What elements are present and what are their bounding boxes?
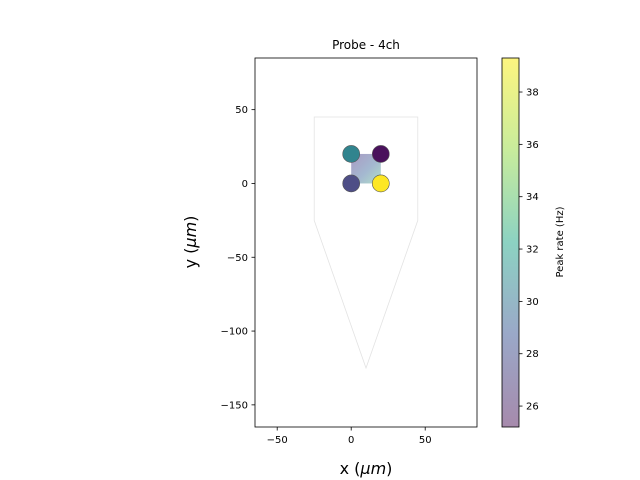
y-tick-label: −100: [221, 327, 248, 338]
colorbar-tick-label: 34: [526, 192, 539, 203]
y-axis-ticks: 50 0 −50 −100 −150: [221, 105, 255, 411]
channel-point: [342, 174, 361, 193]
colorbar-tick-label: 28: [526, 349, 539, 360]
colorbar-tick-label: 32: [526, 245, 539, 256]
channel-points: [342, 145, 390, 193]
channel-point: [342, 145, 361, 163]
chart-title: Probe - 4ch: [332, 38, 400, 52]
colorbar-tick-label: 38: [526, 88, 539, 99]
y-tick-label: 0: [242, 179, 248, 190]
colorbar-tick-label: 26: [526, 402, 539, 413]
y-axis-label: y (μm): [181, 216, 200, 269]
probe-contour: [313, 116, 419, 370]
channel-point: [371, 145, 390, 163]
colorbar-tick-label: 30: [526, 297, 539, 308]
y-tick-label: 50: [235, 105, 248, 116]
plot-frame: [254, 57, 478, 428]
probe-layer: [313, 116, 419, 370]
y-tick-label: −50: [227, 253, 248, 264]
x-axis-ticks: −50 0 50: [267, 427, 432, 446]
colorbar: [501, 57, 520, 428]
x-tick-label: 0: [348, 435, 354, 446]
channel-point: [371, 174, 390, 193]
x-tick-label: −50: [267, 435, 288, 446]
colorbar-tick-label: 36: [526, 140, 539, 151]
colorbar-label: Peak rate (Hz): [555, 206, 566, 277]
x-axis-label: x (μm): [340, 459, 393, 478]
x-tick-label: 50: [419, 435, 432, 446]
colorbar-ticks: 26 28 30 32 34 36 38: [519, 88, 539, 413]
y-tick-label: −150: [221, 400, 248, 411]
